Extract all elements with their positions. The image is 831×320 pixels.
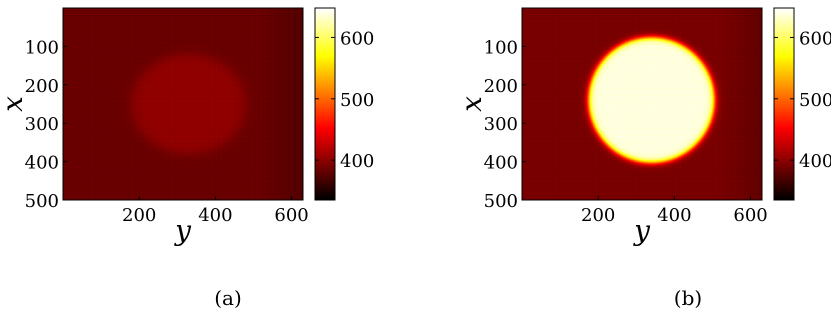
y-tick-label: 400 [25,153,59,174]
x-tick-label: 600 [274,205,308,226]
panel-label: (b) [674,286,702,310]
heatmap-image [63,8,303,200]
plot-frame [62,7,304,201]
colorbar-tick-label: 400 [799,151,831,172]
colorbar-tick-label: 400 [340,151,374,172]
panel-a: 200 400 600 100 200 300 400 500 y x 400 500 600 (… [0,7,374,310]
colorbar-image [315,8,335,200]
x-axis-label: y [632,214,651,247]
y-tick-label: 200 [25,76,59,97]
colorbar-ticks: 400 500 600 [315,28,374,172]
y-tick-label: 100 [25,37,59,58]
y-axis-label: x [0,96,29,112]
panel-label: (a) [214,286,242,310]
colorbar-tick-label: 600 [340,28,374,49]
y-axis-label: x [455,96,488,112]
colorbar-tick-label: 500 [340,90,374,111]
x-tick-label: 200 [122,205,156,226]
y-tick-label: 400 [484,153,518,174]
x-axis-label: y [173,214,192,247]
panel-b: 200 400 600 100 200 300 400 500 y x 400 500 600 (… [455,7,831,310]
x-tick-label: 200 [581,205,615,226]
y-tick-label: 500 [25,191,59,212]
x-tick-label: 400 [657,205,691,226]
colorbar-image [774,8,794,200]
y-tick-label: 300 [25,114,59,135]
colorbar-ticks: 400 500 600 [774,28,831,172]
axis-ticks: 200 400 600 100 200 300 400 500 [25,37,309,226]
colorbar-frame [314,7,336,201]
y-tick-label: 500 [484,191,518,212]
x-tick-label: 600 [733,205,767,226]
axis-ticks: 200 400 600 100 200 300 400 500 [484,37,768,226]
heatmap-image [522,8,762,200]
y-tick-label: 300 [484,114,518,135]
y-tick-label: 200 [484,76,518,97]
colorbar-tick-label: 600 [799,28,831,49]
colorbar-tick-label: 500 [799,90,831,111]
x-tick-label: 400 [198,205,232,226]
y-tick-label: 100 [484,37,518,58]
colorbar-frame [773,7,795,201]
plot-frame [521,7,763,201]
